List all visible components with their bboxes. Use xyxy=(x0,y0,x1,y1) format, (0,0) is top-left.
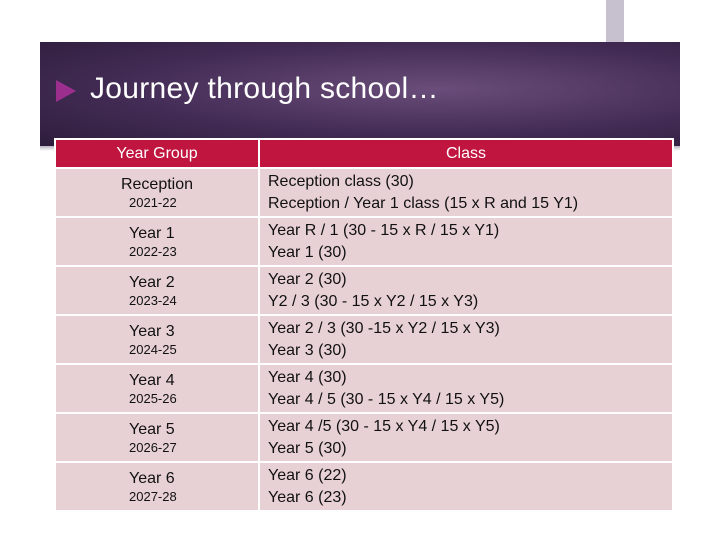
academic-year: 2023-24 xyxy=(129,292,177,308)
year-group-name: Year 5 xyxy=(129,420,175,438)
table-row: Year 3 2024-25 Year 2 / 3 (30 -15 x Y2 /… xyxy=(54,314,674,365)
table-row: Reception 2021-22 Reception class (30) R… xyxy=(54,167,674,218)
class-line: Year 3 (30) xyxy=(268,341,347,359)
table-row: Year 2 2023-24 Year 2 (30) Y2 / 3 (30 - … xyxy=(54,265,674,316)
class-cell: Year 4 (30) Year 4 / 5 (30 - 15 x Y4 / 1… xyxy=(258,363,674,414)
header-year-group: Year Group xyxy=(54,138,260,169)
academic-year: 2027-28 xyxy=(129,488,177,504)
slide-title: Journey through school… xyxy=(90,72,439,105)
year-group-name: Reception xyxy=(120,175,194,193)
year-group-cell: Year 2 2023-24 xyxy=(54,265,260,316)
class-line: Year R / 1 (30 - 15 x R / 15 x Y1) xyxy=(268,221,500,239)
class-line: Year 5 (30) xyxy=(268,439,347,457)
header-class: Class xyxy=(258,138,674,169)
class-cell: Year R / 1 (30 - 15 x R / 15 x Y1) Year … xyxy=(258,216,674,267)
class-line: Reception / Year 1 class (15 x R and 15 … xyxy=(268,194,579,212)
class-cell: Year 6 (22) Year 6 (23) xyxy=(258,461,674,512)
year-group-cell: Year 6 2027-28 xyxy=(54,461,260,512)
year-group-name: Year 6 xyxy=(129,469,175,487)
class-cell: Reception class (30) Reception / Year 1 … xyxy=(258,167,674,218)
year-group-cell: Reception 2021-22 xyxy=(54,167,260,218)
class-line: Y2 / 3 (30 - 15 x Y2 / 15 x Y3) xyxy=(268,292,479,310)
class-line: Year 2 / 3 (30 -15 x Y2 / 15 x Y3) xyxy=(268,319,500,337)
academic-year: 2022-23 xyxy=(129,243,177,259)
year-group-cell: Year 1 2022-23 xyxy=(54,216,260,267)
table-row: Year 1 2022-23 Year R / 1 (30 - 15 x R /… xyxy=(54,216,674,267)
year-group-cell: Year 4 2025-26 xyxy=(54,363,260,414)
class-line: Year 1 (30) xyxy=(268,243,347,261)
table-row: Year 6 2027-28 Year 6 (22) Year 6 (23) xyxy=(54,461,674,512)
class-cell: Year 2 (30) Y2 / 3 (30 - 15 x Y2 / 15 x … xyxy=(258,265,674,316)
academic-year: 2024-25 xyxy=(129,341,177,357)
arrow-bullet-icon xyxy=(56,80,76,102)
table-row: Year 5 2026-27 Year 4 /5 (30 - 15 x Y4 /… xyxy=(54,412,674,463)
class-line: Year 4 (30) xyxy=(268,368,347,386)
class-cell: Year 4 /5 (30 - 15 x Y4 / 15 x Y5) Year … xyxy=(258,412,674,463)
year-group-cell: Year 3 2024-25 xyxy=(54,314,260,365)
title-banner xyxy=(40,42,680,146)
academic-year: 2026-27 xyxy=(129,439,177,455)
class-line: Reception class (30) xyxy=(268,172,414,190)
year-group-name: Year 4 xyxy=(129,371,175,389)
class-line: Year 2 (30) xyxy=(268,270,347,288)
table-header-row: Year Group Class xyxy=(54,138,674,169)
table-row: Year 4 2025-26 Year 4 (30) Year 4 / 5 (3… xyxy=(54,363,674,414)
school-journey-table: Year Group Class Reception 2021-22 Recep… xyxy=(54,138,674,512)
class-line: Year 6 (23) xyxy=(268,488,347,506)
class-cell: Year 2 / 3 (30 -15 x Y2 / 15 x Y3) Year … xyxy=(258,314,674,365)
year-group-name: Year 1 xyxy=(129,224,175,242)
year-group-cell: Year 5 2026-27 xyxy=(54,412,260,463)
year-group-name: Year 3 xyxy=(129,322,175,340)
year-group-name: Year 2 xyxy=(129,273,175,291)
class-line: Year 4 /5 (30 - 15 x Y4 / 15 x Y5) xyxy=(268,417,500,435)
class-line: Year 4 / 5 (30 - 15 x Y4 / 15 x Y5) xyxy=(268,390,505,408)
academic-year: 2021-22 xyxy=(129,194,177,210)
class-line: Year 6 (22) xyxy=(268,466,347,484)
academic-year: 2025-26 xyxy=(129,390,177,406)
